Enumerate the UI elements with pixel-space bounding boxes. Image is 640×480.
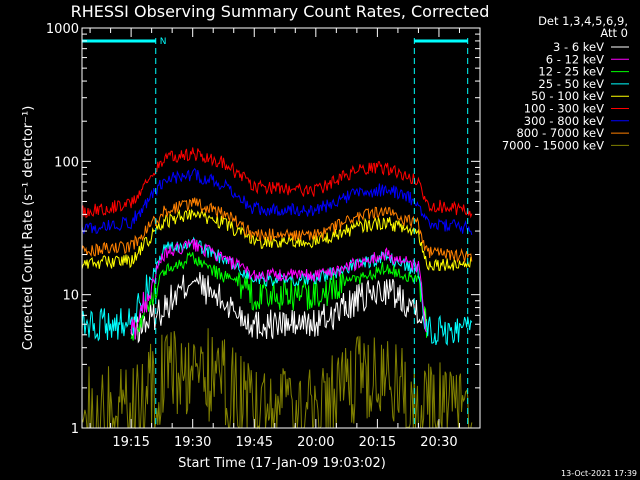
y-tick-label-0: 1 xyxy=(71,422,79,437)
series-line-4 xyxy=(81,208,472,271)
series-line-8 xyxy=(81,328,473,430)
x-tick-label-1: 19:30 xyxy=(174,435,211,450)
series-line-2 xyxy=(130,251,428,341)
y-axis: 1 10 100 1000 xyxy=(46,22,480,437)
flag-label: N xyxy=(160,37,167,47)
legend-header-line-1: Det 1,3,4,5,6,9, xyxy=(538,14,628,28)
x-tick-label-3: 20:00 xyxy=(297,435,334,450)
chart-title: RHESSI Observing Summary Count Rates, Co… xyxy=(71,2,490,21)
plot-area: N xyxy=(81,37,473,430)
series-line-3 xyxy=(81,236,473,346)
legend-header-line-2: Att 0 xyxy=(600,26,628,40)
series-line-5 xyxy=(81,147,473,219)
legend-label-5: 100 - 300 keV xyxy=(524,102,604,116)
series-line-1 xyxy=(130,238,427,340)
x-axis: 19:15 19:30 19:45 20:00 20:15 20:30 xyxy=(89,28,481,450)
legend-label-2: 12 - 25 keV xyxy=(538,65,604,79)
y-tick-label-1: 10 xyxy=(62,289,79,304)
y-tick-label-3: 1000 xyxy=(46,22,79,37)
x-tick-label-5: 20:30 xyxy=(420,435,457,450)
series-line-6 xyxy=(81,167,473,236)
series-line-7 xyxy=(81,197,473,264)
y-tick-label-2: 100 xyxy=(54,155,79,170)
legend-label-3: 25 - 50 keV xyxy=(538,77,604,91)
legend-label-4: 50 - 100 keV xyxy=(531,89,604,103)
footer-timestamp: 13-Oct-2021 17:39 xyxy=(561,469,637,478)
legend-label-8: 7000 - 15000 keV xyxy=(502,138,604,152)
plot-frame xyxy=(81,27,481,429)
legend-label-7: 800 - 7000 keV xyxy=(516,126,604,140)
x-tick-label-2: 19:45 xyxy=(236,435,273,450)
legend-label-6: 300 - 800 keV xyxy=(524,114,604,128)
legend-label-1: 6 - 12 keV xyxy=(546,52,604,66)
x-tick-label-4: 20:15 xyxy=(359,435,396,450)
legend-label-0: 3 - 6 keV xyxy=(553,40,604,54)
x-axis-label: Start Time (17-Jan-09 19:03:02) xyxy=(178,456,386,471)
x-tick-label-0: 19:15 xyxy=(112,435,149,450)
y-axis-label: Corrected Count Rate (s⁻¹ detector⁻¹) xyxy=(21,106,36,351)
series-line-0 xyxy=(130,271,428,344)
